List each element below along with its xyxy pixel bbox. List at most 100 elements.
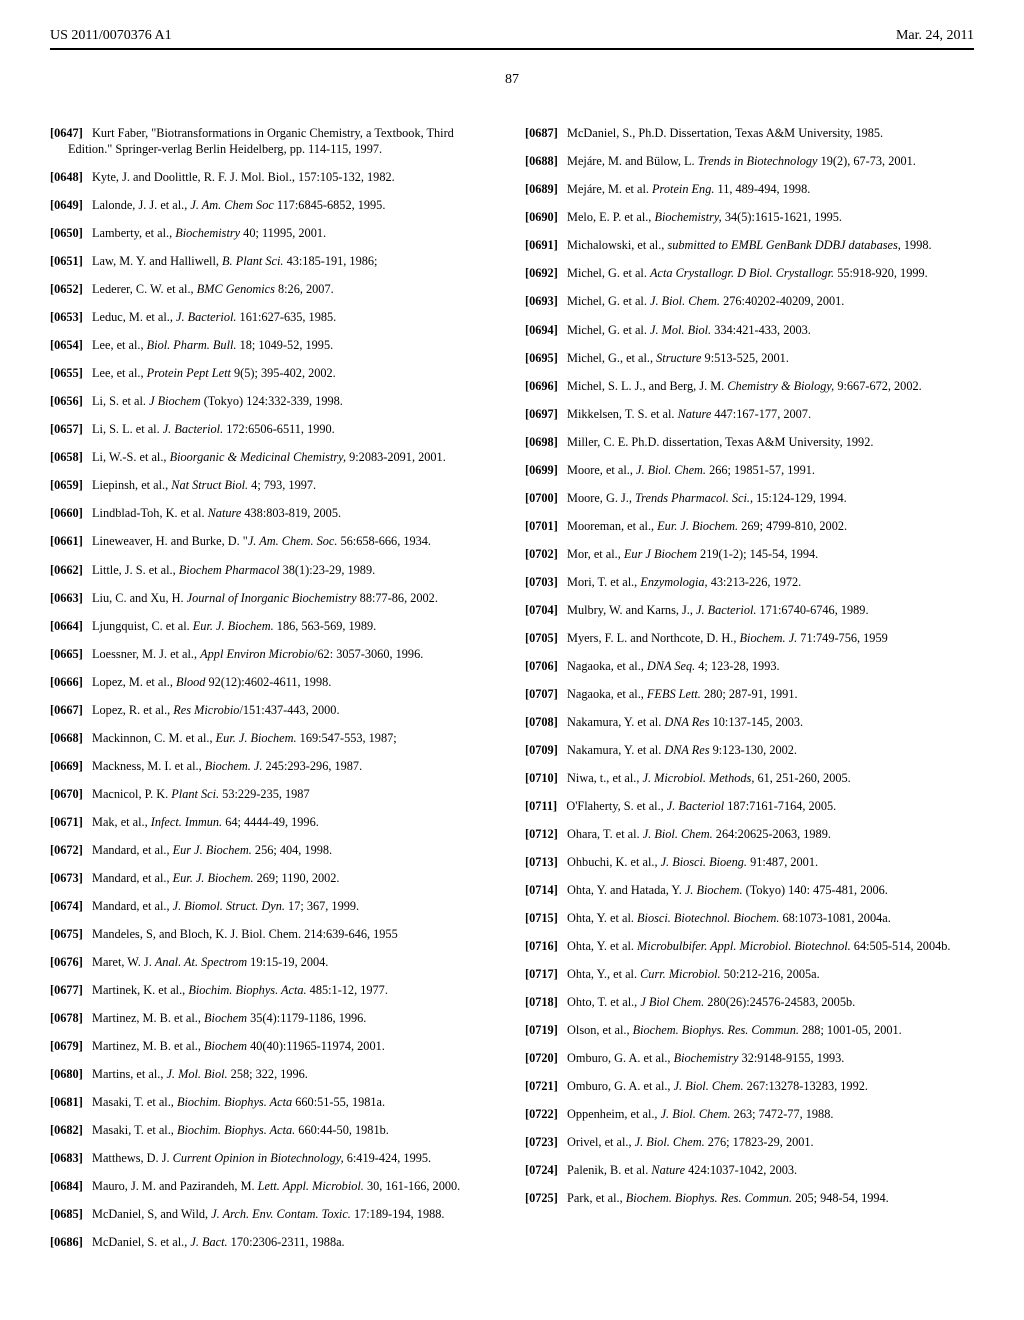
reference-number: [0707] <box>525 687 558 701</box>
reference-entry: [0657] Li, S. L. et al. J. Bacteriol. 17… <box>50 422 499 438</box>
reference-number: [0662] <box>50 563 83 577</box>
reference-entry: [0705] Myers, F. L. and Northcote, D. H.… <box>525 631 974 647</box>
reference-number: [0685] <box>50 1207 83 1221</box>
reference-number: [0647] <box>50 126 83 140</box>
reference-entry: [0707] Nagaoka, et al., FEBS Lett. 280; … <box>525 687 974 703</box>
reference-entry: [0696] Michel, S. L. J., and Berg, J. M.… <box>525 379 974 395</box>
reference-entry: [0667] Lopez, R. et al., Res Microbio/15… <box>50 703 499 719</box>
reference-number: [0714] <box>525 883 558 897</box>
reference-number: [0701] <box>525 519 558 533</box>
reference-number: [0654] <box>50 338 83 352</box>
reference-entry: [0668] Mackinnon, C. M. et al., Eur. J. … <box>50 731 499 747</box>
reference-entry: [0677] Martinek, K. et al., Biochim. Bio… <box>50 983 499 999</box>
reference-number: [0698] <box>525 435 558 449</box>
reference-entry: [0654] Lee, et al., Biol. Pharm. Bull. 1… <box>50 338 499 354</box>
reference-number: [0713] <box>525 855 558 869</box>
reference-entry: [0656] Li, S. et al. J Biochem (Tokyo) 1… <box>50 394 499 410</box>
reference-number: [0721] <box>525 1079 558 1093</box>
reference-number: [0656] <box>50 394 83 408</box>
reference-entry: [0714] Ohta, Y. and Hatada, Y. J. Bioche… <box>525 883 974 899</box>
reference-entry: [0653] Leduc, M. et al., J. Bacteriol. 1… <box>50 310 499 326</box>
reference-number: [0719] <box>525 1023 558 1037</box>
reference-entry: [0680] Martins, et al., J. Mol. Biol. 25… <box>50 1067 499 1083</box>
reference-entry: [0712] Ohara, T. et al. J. Biol. Chem. 2… <box>525 827 974 843</box>
reference-number: [0702] <box>525 547 558 561</box>
reference-number: [0657] <box>50 422 83 436</box>
reference-entry: [0708] Nakamura, Y. et al. DNA Res 10:13… <box>525 715 974 731</box>
reference-number: [0705] <box>525 631 558 645</box>
reference-entry: [0725] Park, et al., Biochem. Biophys. R… <box>525 1191 974 1207</box>
publication-date: Mar. 24, 2011 <box>896 28 974 44</box>
reference-entry: [0678] Martinez, M. B. et al., Biochem 3… <box>50 1011 499 1027</box>
reference-number: [0689] <box>525 182 558 196</box>
reference-entry: [0710] Niwa, t., et al., J. Microbiol. M… <box>525 771 974 787</box>
reference-entry: [0690] Melo, E. P. et al., Biochemistry,… <box>525 210 974 226</box>
reference-entry: [0686] McDaniel, S. et al., J. Bact. 170… <box>50 1235 499 1251</box>
reference-entry: [0659] Liepinsh, et al., Nat Struct Biol… <box>50 478 499 494</box>
reference-number: [0660] <box>50 506 83 520</box>
reference-entry: [0694] Michel, G. et al. J. Mol. Biol. 3… <box>525 323 974 339</box>
reference-number: [0717] <box>525 967 558 981</box>
reference-entry: [0722] Oppenheim, et al., J. Biol. Chem.… <box>525 1107 974 1123</box>
reference-number: [0723] <box>525 1135 558 1149</box>
reference-entry: [0698] Miller, C. E. Ph.D. dissertation,… <box>525 435 974 451</box>
reference-entry: [0648] Kyte, J. and Doolittle, R. F. J. … <box>50 170 499 186</box>
reference-number: [0661] <box>50 534 83 548</box>
reference-number: [0671] <box>50 815 83 829</box>
reference-number: [0688] <box>525 154 558 168</box>
reference-number: [0684] <box>50 1179 83 1193</box>
reference-number: [0693] <box>525 294 558 308</box>
reference-number: [0649] <box>50 198 83 212</box>
reference-number: [0655] <box>50 366 83 380</box>
reference-number: [0696] <box>525 379 558 393</box>
reference-number: [0710] <box>525 771 558 785</box>
reference-number: [0653] <box>50 310 83 324</box>
reference-number: [0668] <box>50 731 83 745</box>
reference-number: [0667] <box>50 703 83 717</box>
reference-number: [0674] <box>50 899 83 913</box>
reference-entry: [0673] Mandard, et al., Eur. J. Biochem.… <box>50 871 499 887</box>
reference-number: [0682] <box>50 1123 83 1137</box>
reference-number: [0681] <box>50 1095 83 1109</box>
reference-number: [0672] <box>50 843 83 857</box>
reference-number: [0677] <box>50 983 83 997</box>
reference-number: [0675] <box>50 927 83 941</box>
reference-number: [0665] <box>50 647 83 661</box>
reference-entry: [0676] Maret, W. J. Anal. At. Spectrom 1… <box>50 955 499 971</box>
reference-number: [0659] <box>50 478 83 492</box>
reference-entry: [0700] Moore, G. J., Trends Pharmacol. S… <box>525 491 974 507</box>
reference-number: [0648] <box>50 170 83 184</box>
reference-entry: [0682] Masaki, T. et al., Biochim. Bioph… <box>50 1123 499 1139</box>
reference-number: [0708] <box>525 715 558 729</box>
reference-entry: [0671] Mak, et al., Infect. Immun. 64; 4… <box>50 815 499 831</box>
reference-number: [0722] <box>525 1107 558 1121</box>
reference-entry: [0724] Palenik, B. et al. Nature 424:103… <box>525 1163 974 1179</box>
reference-entry: [0649] Lalonde, J. J. et al., J. Am. Che… <box>50 198 499 214</box>
reference-entry: [0723] Orivel, et al., J. Biol. Chem. 27… <box>525 1135 974 1151</box>
reference-entry: [0665] Loessner, M. J. et al., Appl Envi… <box>50 647 499 663</box>
reference-number: [0704] <box>525 603 558 617</box>
reference-entry: [0662] Little, J. S. et al., Biochem Pha… <box>50 563 499 579</box>
reference-number: [0690] <box>525 210 558 224</box>
reference-entry: [0691] Michalowski, et al., submitted to… <box>525 238 974 254</box>
reference-number: [0678] <box>50 1011 83 1025</box>
reference-entry: [0715] Ohta, Y. et al. Biosci. Biotechno… <box>525 911 974 927</box>
reference-entry: [0666] Lopez, M. et al., Blood 92(12):46… <box>50 675 499 691</box>
reference-number: [0718] <box>525 995 558 1009</box>
reference-number: [0709] <box>525 743 558 757</box>
reference-entry: [0658] Li, W.-S. et al., Bioorganic & Me… <box>50 450 499 466</box>
reference-number: [0679] <box>50 1039 83 1053</box>
reference-entry: [0647] Kurt Faber, "Biotransformations i… <box>50 126 499 157</box>
left-column: [0647] Kurt Faber, "Biotransformations i… <box>50 114 499 1251</box>
reference-number: [0724] <box>525 1163 558 1177</box>
reference-entry: [0695] Michel, G., et al., Structure 9:5… <box>525 351 974 367</box>
reference-number: [0669] <box>50 759 83 773</box>
reference-entry: [0716] Ohta, Y. et al. Microbulbifer. Ap… <box>525 939 974 955</box>
reference-number: [0680] <box>50 1067 83 1081</box>
reference-entry: [0651] Law, M. Y. and Halliwell, B. Plan… <box>50 254 499 270</box>
reference-number: [0658] <box>50 450 83 464</box>
reference-number: [0699] <box>525 463 558 477</box>
reference-number: [0683] <box>50 1151 83 1165</box>
reference-number: [0650] <box>50 226 83 240</box>
reference-entry: [0679] Martinez, M. B. et al., Biochem 4… <box>50 1039 499 1055</box>
